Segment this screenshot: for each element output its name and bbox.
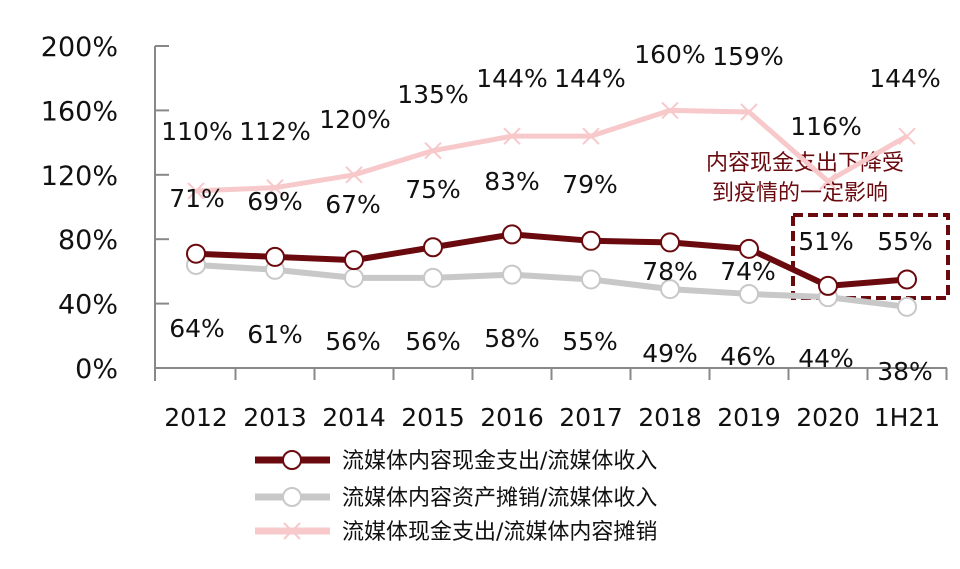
data-point — [581, 230, 601, 251]
y-tick-label: 40% — [58, 290, 118, 321]
data-label: 58% — [484, 324, 540, 353]
data-point — [423, 267, 443, 288]
data-point — [265, 246, 285, 267]
data-label: 79% — [562, 170, 618, 199]
data-label: 49% — [642, 339, 698, 368]
data-point — [344, 250, 364, 271]
data-point — [423, 237, 443, 258]
data-point — [898, 127, 916, 145]
y-tick-label: 200% — [41, 32, 118, 63]
legend-label: 流媒体现金支出/流媒体内容摊销 — [342, 520, 657, 545]
data-point — [266, 178, 284, 197]
x-tick-label: 2015 — [401, 403, 465, 432]
data-point — [739, 238, 759, 259]
data-point — [187, 182, 205, 200]
data-label: 116% — [790, 112, 861, 141]
data-point — [660, 232, 680, 253]
highlight-box — [791, 213, 950, 300]
data-point — [661, 101, 679, 120]
x-tick-label: 2013 — [243, 403, 307, 432]
data-label: 74% — [720, 257, 776, 286]
data-point — [424, 141, 442, 160]
y-tick-label: 160% — [41, 96, 118, 127]
y-tick-label: 120% — [41, 161, 118, 192]
data-point — [897, 269, 917, 290]
data-label: 46% — [720, 342, 776, 371]
data-point — [818, 275, 838, 296]
x-tick-label: 2016 — [480, 403, 544, 432]
data-label: 55% — [877, 227, 933, 256]
data-label: 51% — [798, 227, 854, 256]
data-point — [344, 267, 364, 288]
data-label: 69% — [247, 187, 303, 216]
data-label: 160% — [634, 40, 705, 69]
x-tick-label: 2018 — [638, 403, 702, 432]
x-tick-label: 2020 — [796, 403, 860, 432]
data-label: 78% — [642, 257, 698, 286]
data-label: 67% — [325, 190, 381, 219]
data-label: 56% — [405, 327, 461, 356]
y-tick-label: 0% — [75, 354, 118, 385]
data-point — [819, 172, 837, 190]
data-point — [186, 243, 206, 264]
data-label: 38% — [877, 357, 933, 386]
data-label: 71% — [169, 184, 225, 213]
x-tick-label: 1H21 — [874, 403, 941, 432]
data-label: 44% — [798, 344, 854, 373]
data-label: 112% — [239, 117, 310, 146]
data-point — [739, 283, 759, 304]
legend-label: 流媒体内容资产摊销/流媒体收入 — [342, 486, 657, 511]
data-point — [582, 127, 600, 145]
data-label: 83% — [484, 167, 540, 196]
series-line-2 — [195, 107, 909, 194]
data-point — [345, 166, 363, 184]
legend-label: 流媒体内容现金支出/流媒体收入 — [342, 449, 657, 474]
data-label: 61% — [247, 320, 303, 349]
data-label: 144% — [554, 64, 625, 93]
legend-marker — [283, 522, 301, 540]
data-label: 64% — [169, 314, 225, 343]
data-label: 135% — [397, 80, 468, 109]
data-label: 55% — [562, 327, 618, 356]
series-line-1 — [195, 261, 908, 310]
x-tick-label: 2014 — [322, 403, 386, 432]
data-point — [503, 127, 521, 145]
y-tick-label: 80% — [58, 225, 118, 256]
data-label: 144% — [869, 64, 940, 93]
x-tick-label: 2012 — [164, 403, 228, 432]
legend-marker — [282, 450, 302, 470]
data-label: 110% — [161, 117, 232, 146]
data-point — [581, 269, 601, 290]
annotation-line: 到疫情的一定影响 — [712, 181, 888, 206]
data-label: 159% — [712, 42, 783, 71]
x-tick-label: 2017 — [559, 403, 623, 432]
series-line-0 — [195, 231, 908, 289]
x-tick-label: 2019 — [717, 403, 781, 432]
data-point — [502, 264, 522, 285]
data-label: 120% — [319, 105, 390, 134]
data-label: 144% — [476, 64, 547, 93]
data-point — [740, 103, 758, 121]
data-label: 75% — [405, 175, 461, 204]
legend-marker — [282, 487, 302, 507]
data-point — [502, 224, 522, 245]
data-point — [660, 279, 680, 300]
data-label: 56% — [325, 327, 381, 356]
data-point — [897, 296, 917, 317]
